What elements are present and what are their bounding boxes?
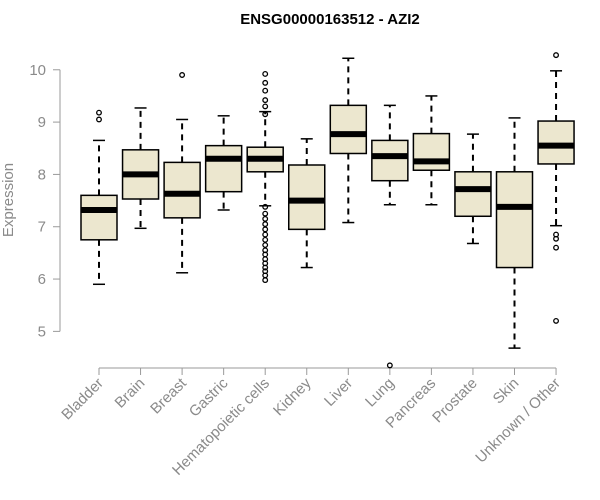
box-group (495, 117, 534, 349)
box (80, 194, 118, 241)
outlier-point (262, 231, 269, 238)
outlier-point (553, 244, 559, 251)
box-group (371, 104, 409, 369)
y-tick-label: 6 (38, 271, 46, 288)
outlier-point (262, 236, 269, 243)
x-tick-label: Breast (147, 374, 190, 417)
box-group (121, 107, 160, 230)
outlier-point (262, 277, 269, 284)
x-tick-label: Bladder (58, 375, 107, 424)
y-axis: 5 6 7 8 9 10 (29, 62, 61, 340)
outlier-point (96, 109, 102, 116)
outlier-point (262, 221, 269, 228)
outlier-point (262, 210, 269, 217)
box (288, 164, 326, 231)
y-tick-label: 8 (38, 166, 46, 183)
box-group (204, 115, 243, 211)
x-tick-label: Lung (362, 375, 398, 411)
outlier-point (262, 242, 269, 248)
box (163, 161, 201, 219)
outlier-point (553, 52, 559, 59)
box (371, 139, 409, 182)
y-axis-label: Expression (0, 163, 17, 237)
y-tick-label: 9 (38, 114, 46, 131)
plot-area (80, 52, 575, 369)
outlier-point (262, 79, 269, 86)
outlier-point (262, 71, 269, 77)
outlier-point (262, 87, 269, 94)
box-group (329, 57, 368, 224)
box-group (288, 138, 326, 269)
box (537, 120, 575, 165)
box (329, 104, 368, 155)
outlier-point (262, 215, 269, 222)
outlier-point (553, 235, 559, 242)
y-tick-label: 10 (29, 62, 46, 79)
box-group (537, 52, 575, 324)
outlier-point (386, 362, 393, 369)
box (412, 132, 451, 171)
outlier-point (96, 116, 102, 123)
outlier-point (262, 226, 269, 233)
outlier-point (553, 317, 559, 324)
x-tick-label: Skin (490, 375, 523, 408)
box-group (80, 109, 118, 286)
box-group (163, 72, 201, 274)
box-group (454, 133, 492, 245)
box-group (246, 71, 284, 284)
x-tick-label: Kidney (270, 374, 315, 419)
outlier-point (262, 264, 269, 271)
y-tick-label: 7 (38, 219, 46, 236)
chart-title: ENSG00000163512 - AZI2 (240, 11, 420, 28)
outlier-point (262, 111, 269, 118)
box (495, 171, 534, 269)
x-tick-label: Brain (112, 375, 149, 412)
outlier-point (262, 203, 269, 210)
outlier-point (179, 72, 186, 78)
box-group (412, 95, 451, 206)
x-tick-label: Prostate (429, 375, 481, 427)
outlier-point (262, 103, 269, 110)
outlier-point (262, 97, 269, 104)
x-tick-label: Liver (321, 375, 356, 410)
box (454, 171, 492, 218)
box (204, 144, 243, 193)
y-tick-label: 5 (38, 323, 46, 340)
